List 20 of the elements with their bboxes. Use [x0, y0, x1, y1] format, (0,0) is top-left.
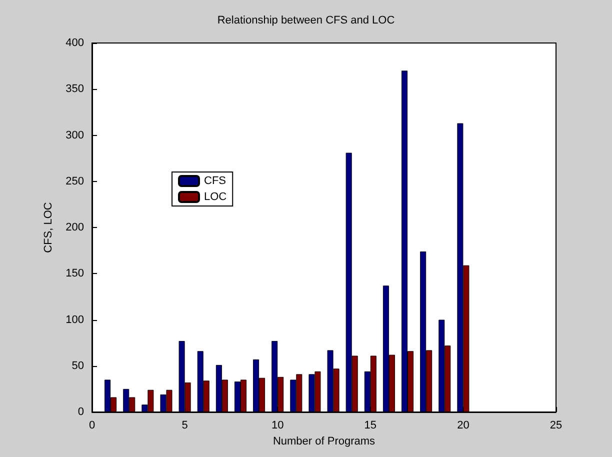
- y-axis-title: CFS, LOC: [42, 202, 54, 253]
- y-tick-label: 300: [66, 129, 84, 142]
- y-tick-label: 400: [66, 37, 84, 49]
- x-tick-label: 20: [457, 420, 470, 432]
- y-tick-label: 0: [78, 406, 84, 418]
- y-tick-label: 50: [72, 360, 84, 372]
- y-tick-label: 250: [66, 175, 84, 188]
- x-tick-label: 10: [271, 420, 284, 432]
- x-tick-label: 15: [364, 420, 377, 432]
- x-tick-label: 25: [550, 420, 562, 432]
- legend-label: CFS: [204, 175, 226, 187]
- x-axis-title: Number of Programs: [272, 435, 376, 448]
- y-tick-label: 200: [66, 222, 84, 234]
- y-tick-label: 350: [66, 83, 84, 96]
- x-tick-label: 5: [182, 420, 188, 432]
- x-tick-label: 0: [88, 420, 96, 432]
- legend-label: LOC: [204, 191, 227, 203]
- chart-title: Relationship between CFS and LOC: [217, 14, 395, 26]
- y-tick-label: 150: [66, 268, 84, 280]
- y-tick-label: 100: [66, 314, 84, 326]
